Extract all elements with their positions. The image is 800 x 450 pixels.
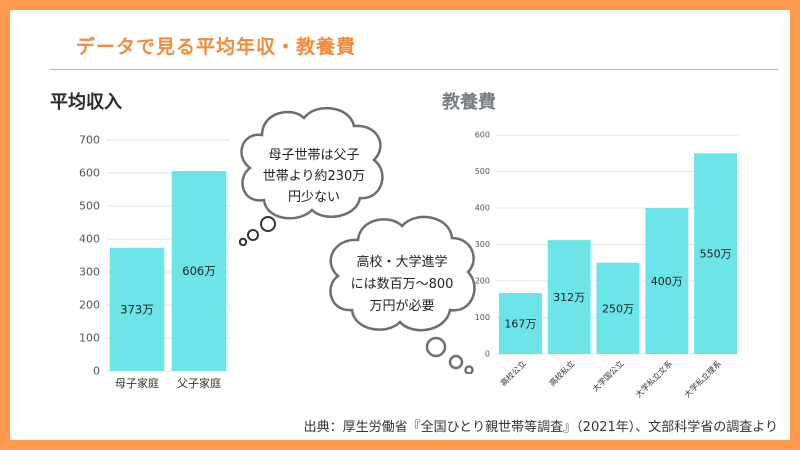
- x-tick-label: 大学国公立: [590, 358, 625, 393]
- thought-bubble-education: 高校・大学進学 には数百万〜800 万円が必要: [329, 215, 476, 374]
- callout-line: 高校・大学進学: [356, 254, 447, 270]
- x-tick-label: 大学私立文系: [633, 358, 674, 399]
- bubble-dot: [464, 365, 474, 374]
- y-tick-label: 100: [475, 313, 490, 322]
- bubble-dot: [425, 336, 447, 358]
- bar: [498, 293, 542, 354]
- x-tick-label: 大学私立理系: [682, 358, 723, 399]
- cloud-shape: [240, 106, 384, 220]
- data-label: 606万: [182, 264, 215, 278]
- title-divider: [50, 69, 778, 70]
- y-tick-label: 0: [485, 350, 490, 359]
- data-label: 400万: [651, 275, 683, 288]
- callout-line: 万円が必要: [369, 299, 434, 314]
- y-tick-label: 100: [79, 332, 100, 345]
- y-tick-label: 600: [79, 167, 100, 180]
- bar: [547, 240, 591, 354]
- cloud-shape: [329, 215, 476, 332]
- source-note: 出典：厚生労働省『全国ひとり親世帯等調査』（2021年）、文部科学省の調査より: [303, 420, 778, 435]
- y-tick-label: 400: [79, 233, 100, 246]
- thought-bubble-income: 母子世帯は父子 世帯より約230万 円少ない: [238, 106, 384, 247]
- bubble-dot: [448, 354, 464, 370]
- bar: [171, 171, 227, 371]
- x-tick-label: 母子家庭: [115, 376, 159, 390]
- callout-line: 世帯より約230万: [263, 169, 366, 184]
- data-label: 167万: [504, 318, 536, 331]
- y-tick-label: 200: [79, 299, 100, 312]
- bar: [596, 262, 640, 354]
- bar: [109, 247, 165, 371]
- data-label: 550万: [700, 248, 732, 261]
- y-tick-label: 300: [79, 266, 100, 279]
- bar: [694, 153, 738, 354]
- data-label: 373万: [120, 302, 153, 316]
- y-tick-label: 500: [79, 200, 100, 213]
- y-tick-label: 500: [475, 167, 490, 176]
- y-tick-label: 400: [475, 204, 490, 213]
- education-chart-title: 教養費: [442, 92, 496, 113]
- bubble-dot: [247, 229, 259, 241]
- bar: [645, 208, 689, 354]
- y-tick-label: 600: [475, 131, 490, 140]
- bubble-dot: [238, 237, 248, 247]
- data-label: 312万: [553, 291, 585, 304]
- x-tick-label: 父子家庭: [177, 376, 221, 390]
- y-tick-label: 200: [475, 277, 490, 286]
- y-tick-label: 300: [475, 240, 490, 249]
- y-tick-label: 700: [79, 134, 100, 147]
- x-tick-label: 高校公立: [498, 358, 528, 388]
- bubble-dot: [260, 216, 276, 232]
- callout-line: には数百万〜800: [351, 277, 454, 292]
- callout-line: 母子世帯は父子: [268, 148, 359, 163]
- x-tick-label: 高校私立: [547, 358, 577, 388]
- page-title: データで見る平均年収・教養費: [76, 36, 357, 58]
- callout-line: 円少ない: [288, 190, 340, 205]
- y-tick-label: 0: [93, 365, 100, 378]
- data-label: 250万: [602, 302, 634, 315]
- income-chart-title: 平均収入: [50, 92, 122, 113]
